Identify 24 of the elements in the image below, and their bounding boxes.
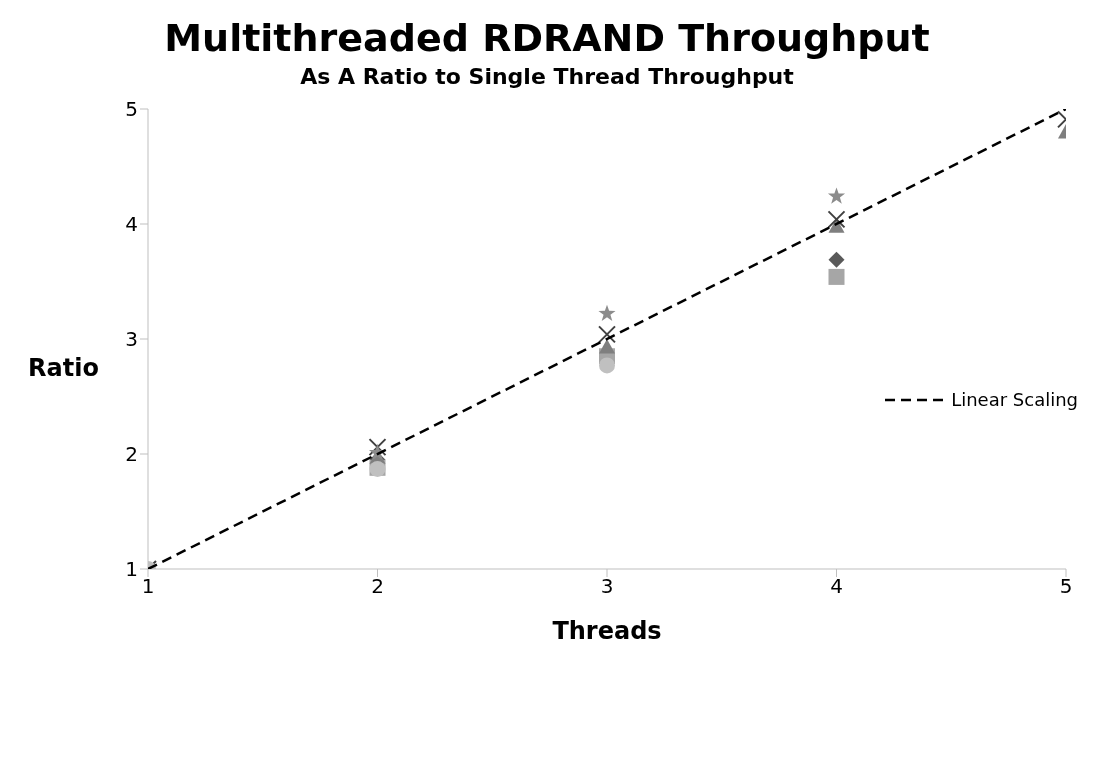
point: [599, 357, 615, 374]
point: [368, 438, 387, 457]
y-tick-label: 2: [125, 442, 138, 467]
point: [598, 325, 616, 344]
y-tick-label: 4: [125, 212, 138, 237]
point: [828, 268, 845, 285]
chart-title: Multithreaded RDRAND Throughput: [163, 15, 931, 60]
x-axis-title: Threads: [552, 617, 662, 645]
x-tick-label: 1: [141, 574, 155, 599]
x-tick-label: 3: [600, 574, 614, 599]
y-axis-title: Ratio: [28, 354, 99, 382]
point: [598, 304, 616, 321]
y-tick-label: 3: [125, 327, 138, 352]
x-tick-label: 5: [1059, 574, 1073, 599]
x-tick-label: 2: [371, 574, 384, 599]
y-tick-label: 1: [125, 557, 138, 582]
point: [827, 187, 846, 204]
point: [827, 210, 846, 229]
chart-subtitle: As A Ratio to Single Thread Throughput: [299, 64, 795, 89]
legend-label: Linear Scaling: [951, 389, 1078, 410]
point: [828, 251, 845, 268]
x-tick-label: 4: [830, 574, 843, 599]
y-tick-label: 5: [125, 97, 138, 122]
point: [599, 339, 615, 354]
